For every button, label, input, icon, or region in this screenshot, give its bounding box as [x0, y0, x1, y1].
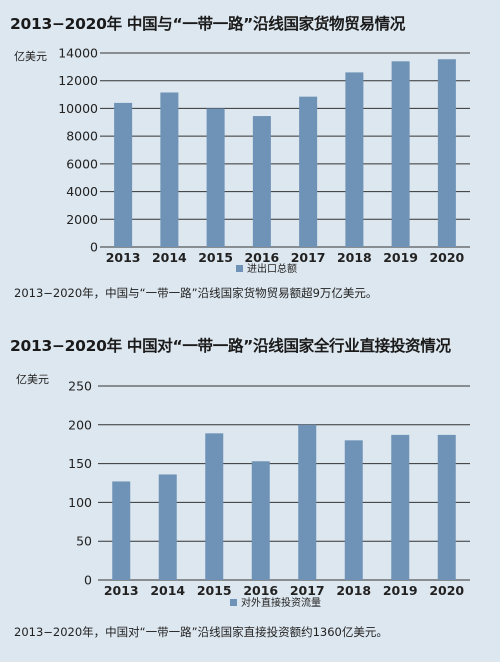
legend-label: 对外直接投资流量: [241, 596, 321, 609]
y-tick-label: 12000: [58, 73, 98, 88]
y-tick-label: 10000: [58, 101, 98, 116]
chart2-caption: 2013−2020年，中国对“一带一路”沿线国家直接投资额约1360亿美元。: [14, 625, 388, 639]
bar-2018: [345, 72, 364, 248]
x-category-label: 2019: [383, 250, 418, 265]
y-tick-label: 8000: [66, 129, 98, 144]
bar-2019: [391, 434, 410, 580]
x-category-label: 2013: [106, 250, 141, 265]
x-category-label: 2018: [337, 250, 372, 265]
y-tick-label: 14000: [58, 46, 98, 61]
chart2-investment-bar-chart: 亿美元 0 50 100 150 200 250 2013 2014 2015 2016 2017 20…: [16, 373, 470, 609]
bar-2016: [251, 461, 270, 580]
bar-2014: [160, 92, 179, 247]
bar-2017: [299, 96, 318, 248]
bar-2016: [252, 116, 271, 247]
bar-2019: [391, 61, 410, 247]
y-tick-label: 50: [76, 534, 92, 549]
x-category-label: 2019: [383, 583, 418, 598]
y-tick-label: 200: [68, 417, 92, 432]
y-tick-label: 6000: [66, 156, 98, 171]
bar-2018: [344, 440, 363, 580]
bar-2020: [437, 434, 456, 580]
legend-swatch: [236, 265, 243, 272]
legend-swatch: [230, 599, 237, 606]
legend-label: 进出口总额: [247, 262, 297, 275]
bar-2015: [205, 433, 224, 580]
x-category-label: 2017: [290, 583, 325, 598]
x-category-label: 2014: [150, 583, 185, 598]
x-category-label: 2015: [197, 583, 232, 598]
y-tick-label: 2000: [66, 212, 98, 227]
y-tick-label: 100: [68, 495, 92, 510]
y-tick-label: 0: [90, 240, 98, 255]
x-category-label: 2014: [152, 250, 187, 265]
chart2-title: 2013−2020年 中国对“一带一路”沿线国家全行业直接投资情况: [10, 337, 451, 355]
bar-2013: [112, 481, 131, 580]
bar-2014: [158, 474, 177, 580]
x-category-label: 2016: [243, 583, 278, 598]
x-category-label: 2016: [244, 250, 279, 265]
y-tick-label: 4000: [66, 184, 98, 199]
chart1-title: 2013−2020年 中国与“一带一路”沿线国家货物贸易情况: [10, 15, 406, 33]
x-category-label: 2017: [291, 250, 326, 265]
x-category-label: 2020: [429, 583, 464, 598]
chart1-trade-bar-chart: 亿美元 0 2000 4000 6000 8000 10000 12000 14000 2013 2…: [14, 46, 470, 275]
y-tick-label: 150: [68, 456, 92, 471]
y-tick-label: 0: [84, 573, 92, 588]
bar-2020: [437, 59, 456, 247]
x-category-label: 2020: [429, 250, 464, 265]
y-axis-unit-label: 亿美元: [14, 50, 47, 63]
x-category-label: 2015: [198, 250, 233, 265]
bar-2015: [206, 108, 225, 247]
y-tick-label: 250: [68, 379, 92, 394]
chart1-caption: 2013−2020年，中国与“一带一路”沿线国家货物贸易额超9万亿美元。: [14, 286, 378, 300]
y-axis-unit-label: 亿美元: [16, 373, 49, 386]
x-category-label: 2013: [104, 583, 139, 598]
bar-2017: [298, 424, 317, 580]
bar-2013: [114, 102, 133, 247]
x-category-label: 2018: [336, 583, 371, 598]
